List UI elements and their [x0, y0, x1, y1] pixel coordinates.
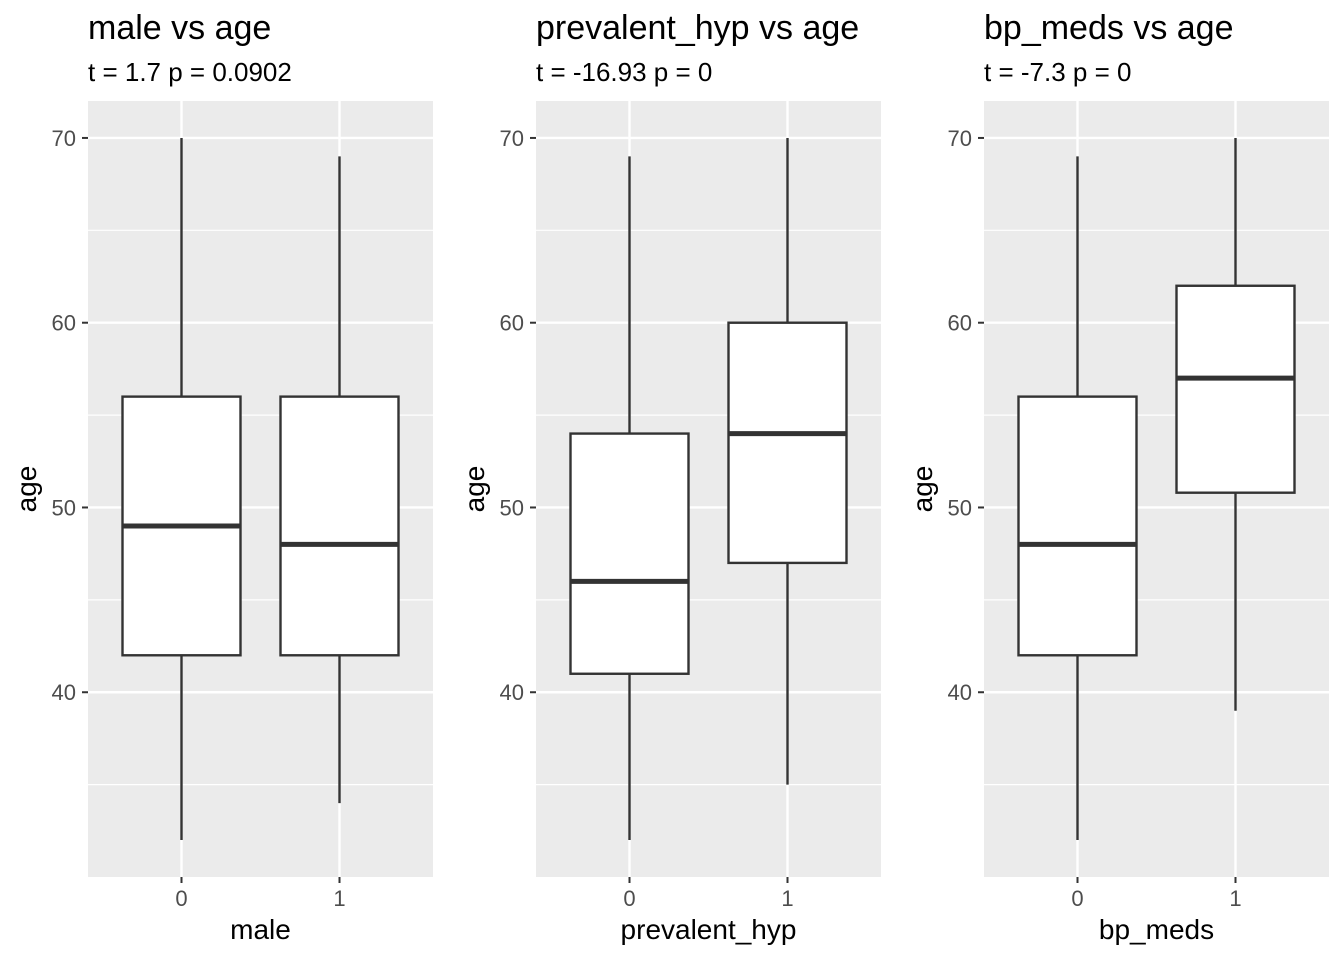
- y-axis-label: age: [459, 466, 490, 513]
- panel-2: prevalent_hyp vs age t = -16.93 p = 0 40 50…: [459, 9, 881, 945]
- box-0: [569, 156, 690, 841]
- x-tick-label: 0: [175, 886, 187, 911]
- y-tick-label: 40: [948, 680, 972, 705]
- panel-subtitle: t = -16.93 p = 0: [536, 57, 712, 87]
- y-tick-label: 60: [52, 311, 76, 336]
- y-tick-label: 60: [948, 311, 972, 336]
- y-tick-label: 50: [948, 495, 972, 520]
- y-axis-label: age: [907, 466, 938, 513]
- iqr-box: [1017, 395, 1138, 657]
- y-axis-label: age: [11, 466, 42, 513]
- iqr-box: [569, 432, 690, 675]
- x-axis-label: male: [230, 914, 291, 945]
- y-tick-label: 40: [52, 680, 76, 705]
- box-1: [1175, 137, 1296, 711]
- x-tick-label: 1: [1229, 886, 1241, 911]
- panel-subtitle: t = -7.3 p = 0: [984, 57, 1131, 87]
- iqr-box: [727, 321, 848, 565]
- panel-title: prevalent_hyp vs age: [536, 9, 859, 47]
- x-axis-label: prevalent_hyp: [621, 914, 797, 945]
- y-tick-label: 70: [500, 126, 524, 151]
- box-1: [727, 137, 848, 785]
- y-tick-label: 40: [500, 680, 524, 705]
- x-tick-label: 1: [781, 886, 793, 911]
- panel-subtitle: t = 1.7 p = 0.0902: [88, 57, 292, 87]
- x-tick-label: 0: [623, 886, 635, 911]
- box-0: [121, 137, 242, 841]
- iqr-box: [279, 395, 400, 657]
- panel-title: male vs age: [88, 9, 271, 47]
- y-tick-label: 50: [500, 495, 524, 520]
- x-tick-label: 0: [1071, 886, 1083, 911]
- y-tick-label: 70: [948, 126, 972, 151]
- y-tick-label: 70: [52, 126, 76, 151]
- panel-3: bp_meds vs age t = -7.3 p = 0 40 50 60 70 0 1 bp…: [907, 9, 1329, 945]
- y-tick-label: 60: [500, 311, 524, 336]
- panel-title: bp_meds vs age: [984, 9, 1234, 47]
- panel-1: male vs age t = 1.7 p = 0.0902 40 50 60 70 0 1 m…: [11, 9, 433, 945]
- x-axis-label: bp_meds: [1099, 914, 1214, 945]
- box-0: [1017, 156, 1138, 841]
- x-tick-label: 1: [333, 886, 345, 911]
- iqr-box: [1175, 284, 1296, 494]
- y-tick-label: 50: [52, 495, 76, 520]
- box-1: [279, 156, 400, 804]
